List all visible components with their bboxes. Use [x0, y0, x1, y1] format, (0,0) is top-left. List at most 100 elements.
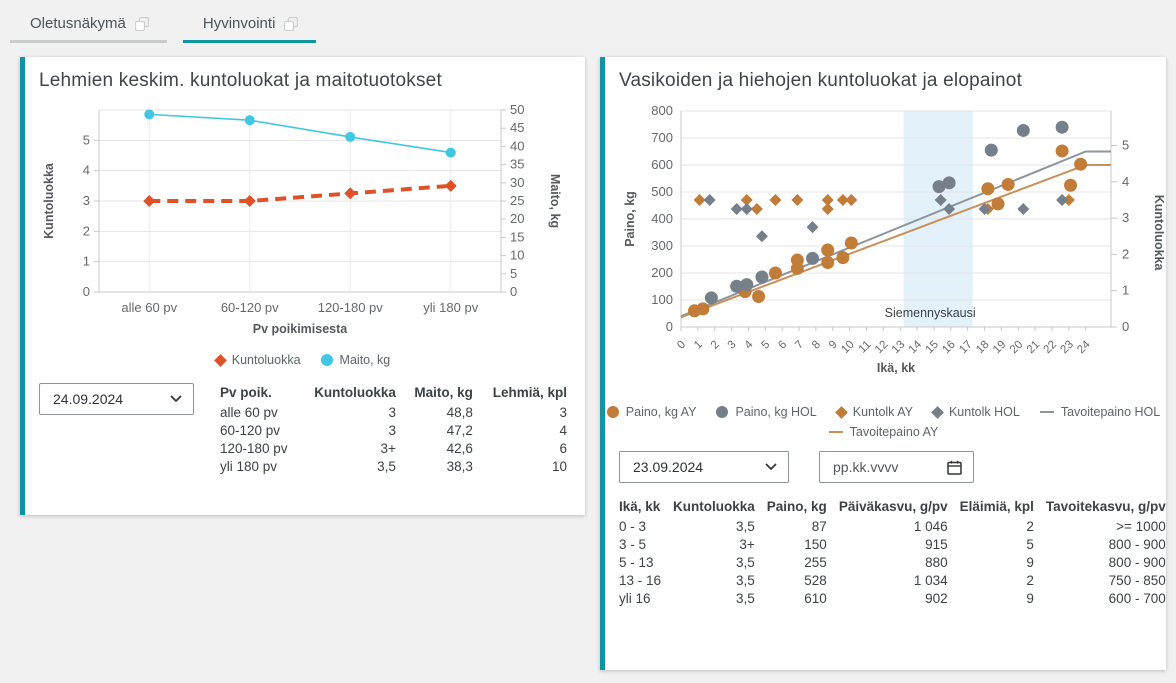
data-point[interactable] — [991, 197, 1005, 211]
data-point[interactable] — [934, 193, 947, 206]
chevron-down-icon — [170, 395, 182, 402]
column-header: Maito, kg — [414, 385, 473, 400]
data-point[interactable] — [730, 203, 743, 216]
calves-chart-legend-row2: Tavoitepaino AY — [619, 425, 1148, 439]
table-cell: 47,2 — [446, 423, 473, 438]
table-cell: 3,5 — [736, 519, 755, 534]
series-line — [149, 183, 451, 203]
x-axis-title: Ikä, kk — [877, 361, 915, 375]
y-tick-label: 5 — [83, 132, 90, 147]
legend-item-kuntolk-ay[interactable]: Kuntolk AY — [834, 405, 913, 419]
data-point[interactable] — [943, 203, 956, 216]
legend-item-paino-kg-hol[interactable]: Paino, kg HOL — [716, 405, 817, 419]
x-tick-label: 8 — [810, 339, 823, 352]
diamond-legend-marker — [213, 353, 227, 367]
tab-oletusnakyma[interactable]: Oletusnäkymä — [10, 6, 167, 43]
table-cell: >= 1000 — [1116, 519, 1166, 534]
tab-hyvinvointi[interactable]: Hyvinvointi — [182, 6, 317, 43]
data-point[interactable] — [740, 278, 754, 292]
legend-item-maito-kg[interactable]: Maito, kg — [320, 353, 390, 367]
table-cell: 60-120 pv — [220, 423, 281, 438]
y-tick-label: 400 — [651, 211, 673, 226]
data-point[interactable] — [755, 230, 768, 243]
data-point[interactable] — [768, 266, 782, 280]
data-point[interactable] — [806, 251, 820, 265]
data-point[interactable] — [769, 193, 782, 206]
data-point[interactable] — [821, 203, 834, 216]
data-point[interactable] — [845, 193, 858, 206]
data-point[interactable] — [703, 193, 716, 206]
data-point[interactable] — [444, 179, 457, 192]
legend-item-paino-kg-ay[interactable]: Paino, kg AY — [606, 405, 696, 419]
data-point[interactable] — [704, 291, 718, 305]
data-point[interactable] — [1001, 177, 1015, 191]
data-point[interactable] — [1017, 203, 1030, 216]
table-row: yli 180 pv 3,5 38,3 10 — [220, 458, 567, 476]
data-point[interactable] — [693, 193, 706, 206]
data-point[interactable] — [344, 187, 357, 200]
data-point[interactable] — [836, 193, 849, 206]
data-point[interactable] — [750, 203, 763, 216]
y-tick-label: 3 — [83, 193, 90, 208]
data-point[interactable] — [740, 203, 753, 216]
data-point[interactable] — [1055, 120, 1069, 134]
data-point[interactable] — [942, 176, 956, 190]
tab-label: Oletusnäkymä — [30, 15, 126, 32]
data-point[interactable] — [243, 195, 256, 207]
data-point[interactable] — [978, 203, 991, 216]
tab-bar: Oletusnäkymä Hyvinvointi — [10, 6, 317, 43]
date-input[interactable]: pp.kk.vvvv — [819, 451, 974, 483]
table-cell: 9 — [1026, 555, 1034, 570]
data-point[interactable] — [1064, 178, 1078, 192]
data-point[interactable] — [984, 143, 998, 157]
table-cell: 880 — [925, 555, 948, 570]
legend-item-tavoitepaino-hol[interactable]: Tavoitepaino HOL — [1039, 405, 1160, 419]
data-point[interactable] — [981, 182, 995, 196]
column-header: Lehmiä, kpl — [492, 385, 567, 400]
date-input-placeholder: pp.kk.vvvv — [833, 459, 899, 475]
data-point[interactable] — [740, 193, 753, 206]
data-point[interactable] — [836, 251, 850, 265]
x-tick-label: 20 — [1008, 339, 1026, 357]
data-point[interactable] — [790, 261, 804, 275]
data-point[interactable] — [844, 236, 858, 250]
data-point[interactable] — [821, 243, 835, 257]
date-select[interactable]: 23.09.2024 — [619, 451, 789, 483]
x-tick-label: 21 — [1025, 339, 1043, 357]
x-tick-label: 60-120 pv — [221, 300, 279, 315]
y-axis-title-left: Paino, kg — [623, 191, 637, 247]
data-point[interactable] — [1056, 193, 1069, 206]
data-point[interactable] — [791, 193, 804, 206]
data-point[interactable] — [755, 270, 769, 284]
data-point[interactable] — [445, 147, 456, 158]
legend-item-tavoitepaino-ay[interactable]: Tavoitepaino AY — [828, 425, 938, 439]
data-point[interactable] — [821, 193, 834, 206]
table-row: 120-180 pv 3+ 42,6 6 — [220, 440, 567, 458]
data-point[interactable] — [144, 109, 155, 120]
calves-panel: Vasikoiden ja hiehojen kuntoluokat ja el… — [600, 57, 1166, 670]
data-point[interactable] — [1016, 123, 1030, 137]
y-tick-label: 1 — [1122, 283, 1129, 298]
legend-item-kuntoluokka[interactable]: Kuntoluokka — [213, 353, 301, 367]
duplicate-view-icon — [134, 16, 149, 31]
data-point[interactable] — [345, 131, 356, 142]
y-tick-label: 5 — [510, 266, 517, 281]
data-point[interactable] — [696, 302, 710, 316]
table-cell: 48,8 — [446, 405, 473, 420]
data-point[interactable] — [932, 180, 946, 194]
data-point[interactable] — [806, 221, 819, 234]
data-point[interactable] — [821, 255, 835, 269]
data-point[interactable] — [752, 289, 766, 303]
column-header: Kuntoluokka — [314, 385, 396, 400]
data-point[interactable] — [1055, 144, 1069, 158]
table-cell: 3+ — [739, 537, 755, 552]
data-point[interactable] — [143, 195, 156, 207]
date-select[interactable]: 24.09.2024 — [39, 383, 194, 415]
legend-item-kuntolk-hol[interactable]: Kuntolk HOL — [931, 405, 1020, 419]
data-point[interactable] — [730, 279, 744, 293]
data-point[interactable] — [1074, 157, 1088, 171]
data-point[interactable] — [1062, 193, 1075, 206]
x-tick-label: 17 — [957, 339, 975, 357]
data-point[interactable] — [244, 115, 255, 126]
x-tick-label: 12 — [873, 339, 891, 357]
